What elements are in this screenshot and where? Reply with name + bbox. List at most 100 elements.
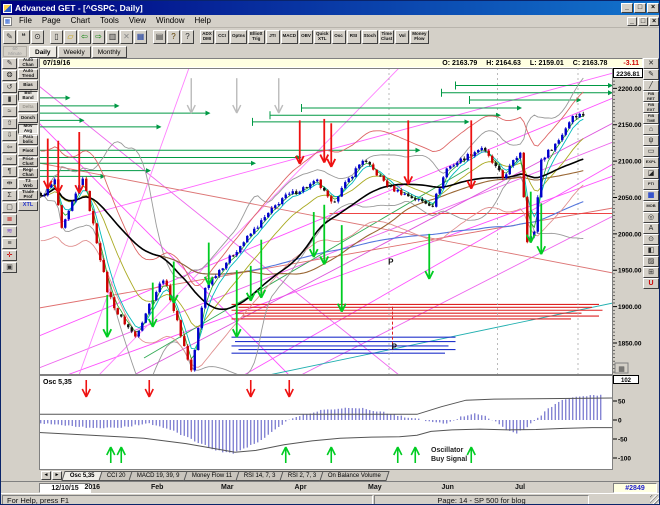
- study-shortcut-para-bolic[interactable]: Para bolic: [18, 135, 38, 145]
- timeframe-tab-weekly[interactable]: Weekly: [57, 45, 91, 58]
- lines-icon[interactable]: ≣: [2, 214, 17, 225]
- study-button-stoch[interactable]: Stoch: [361, 29, 379, 44]
- new-page-icon[interactable]: ▯: [50, 29, 63, 44]
- zoom-icon[interactable]: ⊙: [31, 29, 44, 44]
- study-shortcut-xtl[interactable]: XTL: [18, 201, 38, 211]
- child-close-button[interactable]: ×: [649, 16, 659, 26]
- study-button-adx-dmi[interactable]: ADX DMI: [200, 29, 214, 44]
- menu-help[interactable]: Help: [194, 16, 211, 25]
- down-arrow-icon[interactable]: ⇩: [2, 130, 17, 141]
- study-shortcut-pivot[interactable]: Pivot: [18, 146, 38, 156]
- study-shortcut-price-clust[interactable]: Price Clust: [18, 157, 38, 167]
- study-button-optns[interactable]: Optns: [230, 29, 247, 44]
- context-help-icon[interactable]: ?➚: [181, 29, 194, 44]
- study-shortcut-delta[interactable]: Delta: [18, 102, 38, 112]
- pointer-icon[interactable]: ✎: [3, 29, 16, 44]
- print-icon[interactable]: ▤: [153, 29, 166, 44]
- trendline-tool-icon[interactable]: ╱: [643, 80, 659, 91]
- gann-tool-icon[interactable]: ⌂: [643, 124, 659, 135]
- eraser-tool-icon[interactable]: ◪: [643, 168, 659, 179]
- timeframe-tab-daily[interactable]: Daily: [29, 45, 57, 58]
- paint-tool-icon[interactable]: ◧: [643, 245, 659, 256]
- close-tool-icon[interactable]: ✕: [643, 58, 659, 69]
- cross-icon[interactable]: ✛: [2, 250, 17, 261]
- copy-page-icon[interactable]: ▥: [106, 29, 119, 44]
- menu-view[interactable]: View: [128, 16, 147, 25]
- tab-scroll-right[interactable]: ►: [52, 471, 62, 480]
- delete-page-icon[interactable]: ✕: [120, 29, 133, 44]
- study-tab-macd-19-39-9[interactable]: MACD 19, 39, 9: [128, 470, 189, 481]
- study-button-elliott-trig[interactable]: Elliott Trig: [248, 29, 265, 44]
- study-tab-on-balance-volume[interactable]: On Balance Volume: [319, 470, 391, 481]
- study-tab-osc-5-35[interactable]: Osc 5,35: [61, 470, 104, 481]
- oscillator-scale[interactable]: 50 0 -50 -100 102: [613, 375, 643, 470]
- timeframe-tab-monthly[interactable]: Monthly: [91, 45, 127, 58]
- chart-settings-icon[interactable]: ▦: [134, 29, 147, 44]
- elliott-icon[interactable]: ≈: [2, 106, 17, 117]
- pitchfork-tool-icon[interactable]: ψ: [643, 135, 659, 146]
- next-page-icon[interactable]: ⇨: [92, 29, 105, 44]
- child-window-icon[interactable]: ▦: [3, 16, 12, 26]
- expansion-tool-icon[interactable]: EXPL: [643, 157, 659, 168]
- menu-window[interactable]: Window: [156, 16, 185, 25]
- pti-tool-icon[interactable]: PTI: [643, 179, 659, 190]
- stats-icon[interactable]: Σ: [2, 190, 17, 201]
- study-tab-money-flow-11[interactable]: Money Flow 11: [183, 470, 241, 481]
- undo-tool-icon[interactable]: U: [643, 278, 659, 289]
- right-arrow-icon[interactable]: ⇨: [2, 154, 17, 165]
- fib-extension-icon[interactable]: FIB EXT: [643, 102, 659, 113]
- fib-retracement-icon[interactable]: FIB RET: [643, 91, 659, 102]
- study-shortcut-bol-band[interactable]: Bol Band: [18, 91, 38, 101]
- study-button-money-flow[interactable]: Money Flow: [410, 29, 429, 44]
- help-icon[interactable]: ?: [167, 29, 180, 44]
- left-arrow-icon[interactable]: ⇦: [2, 142, 17, 153]
- study-shortcut-auto-trend[interactable]: Auto Trend: [18, 69, 38, 79]
- reset-icon[interactable]: ↺: [2, 82, 17, 93]
- study-button-vol[interactable]: Vol: [395, 29, 410, 44]
- study-shortcut-bias[interactable]: Bias: [18, 80, 38, 90]
- study-button-rsi[interactable]: RSI: [346, 29, 361, 44]
- draw-icon[interactable]: ✎: [2, 58, 17, 69]
- menu-page[interactable]: Page: [41, 16, 61, 25]
- study-shortcut-donch[interactable]: Donch: [18, 113, 38, 123]
- study-shortcut-mov-avg[interactable]: Mov Avg: [18, 124, 38, 134]
- study-shortcut-trade-prof[interactable]: Trade Prof: [18, 190, 38, 200]
- study-button-jti[interactable]: JTI: [265, 29, 280, 44]
- study-tab-rsi-14-7-3[interactable]: RSI 14, 7, 3: [235, 470, 285, 481]
- prev-page-icon[interactable]: ⇦: [78, 29, 91, 44]
- maximize-button[interactable]: □: [634, 3, 646, 13]
- oscillator-pane[interactable]: Osc 5,35 Oscillator Buy Signal: [39, 375, 613, 470]
- child-minimize-button[interactable]: _: [627, 16, 637, 26]
- box-icon[interactable]: ▢: [2, 202, 17, 213]
- cycle-icon[interactable]: ❂: [2, 70, 17, 81]
- study-tab-rsi-2-7-3[interactable]: RSI 2, 7, 3: [279, 470, 325, 481]
- study-button-cci[interactable]: CCI: [215, 29, 229, 44]
- study-shortcut-auto-chan[interactable]: Auto Chan: [18, 58, 38, 68]
- compress-icon[interactable]: ⇹: [2, 178, 17, 189]
- wave-label-icon[interactable]: ¶: [2, 166, 17, 177]
- study-button-osc[interactable]: Osc: [331, 29, 346, 44]
- up-arrow-icon[interactable]: ⇧: [2, 118, 17, 129]
- close-button[interactable]: ×: [647, 3, 659, 13]
- list-icon[interactable]: ≡: [2, 238, 17, 249]
- study-button-macd[interactable]: MACD: [280, 29, 298, 44]
- child-restore-button[interactable]: □: [638, 16, 648, 26]
- archive-icon[interactable]: ▣: [2, 262, 17, 273]
- scale-settings-button[interactable]: [614, 362, 629, 374]
- mob-tool-icon[interactable]: MOB: [643, 201, 659, 212]
- tab-scroll-left[interactable]: ◄: [41, 471, 51, 480]
- quotes-icon[interactable]: ❝: [17, 29, 30, 44]
- menu-chart[interactable]: Chart: [70, 16, 91, 25]
- study-button-obv[interactable]: OBV: [299, 29, 313, 44]
- search-tool-icon[interactable]: ◎: [643, 212, 659, 223]
- resize-grip[interactable]: [650, 494, 659, 504]
- web-icon[interactable]: ≋: [2, 226, 17, 237]
- menu-tools[interactable]: Tools: [100, 16, 119, 25]
- zoom-tool-icon[interactable]: ⊙: [643, 234, 659, 245]
- price-scale[interactable]: 1850.00 1900.00 1950.00 2000.00 2050.00 2100.…: [613, 68, 643, 375]
- study-shortcut-t3-web[interactable]: T3 Web: [18, 179, 38, 189]
- pattern-tool-icon[interactable]: ▨: [643, 256, 659, 267]
- study-button-quick-xtl[interactable]: Quick XTL: [314, 29, 331, 44]
- text-tool-icon[interactable]: A: [643, 223, 659, 234]
- menu-file[interactable]: File: [19, 16, 32, 25]
